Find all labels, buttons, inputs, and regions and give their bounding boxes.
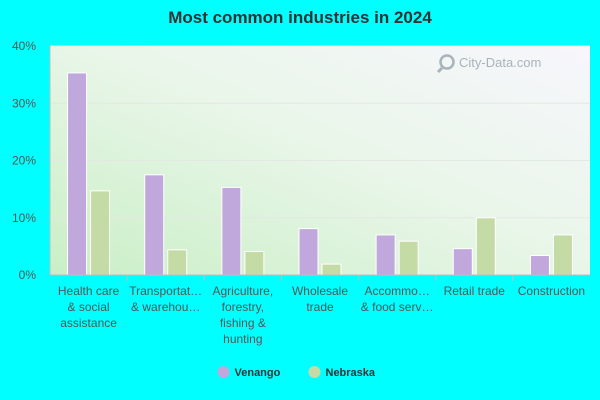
chart-title: Most common industries in 2024: [168, 8, 432, 27]
x-tick-label: & social: [68, 300, 110, 314]
x-tick-label: Wholesale: [292, 284, 348, 298]
bar-nebraska[interactable]: [244, 251, 265, 276]
x-tick-label: Agriculture,: [213, 284, 274, 298]
x-tick-label: Transportat…: [129, 284, 202, 298]
bar-nebraska[interactable]: [552, 234, 573, 276]
x-tick-label: forestry,: [222, 300, 264, 314]
bar-nebraska[interactable]: [90, 190, 111, 276]
bar-venango[interactable]: [375, 234, 396, 276]
y-tick-label: 40%: [12, 39, 36, 53]
x-tick-label: Accommo…: [364, 284, 429, 298]
x-tick-label: fishing &: [220, 316, 266, 330]
x-tick-label: & food serv…: [361, 300, 434, 314]
bar-venango[interactable]: [67, 72, 88, 276]
magnifier-icon: [436, 54, 455, 74]
x-tick-label: trade: [306, 300, 334, 314]
legend-swatch: [217, 366, 230, 378]
y-tick-label: 0%: [19, 268, 37, 282]
y-tick-label: 20%: [12, 154, 36, 168]
watermark-text: City-Data.com: [459, 55, 541, 70]
legend-swatch: [308, 366, 321, 378]
legend-item[interactable]: Venango: [217, 366, 281, 379]
legend-item[interactable]: Nebraska: [308, 366, 376, 379]
x-tick-label: Retail trade: [444, 284, 506, 298]
legend-label: Venango: [235, 367, 281, 379]
bar-nebraska[interactable]: [475, 217, 496, 276]
x-tick-label: Construction: [518, 284, 585, 298]
bar-venango[interactable]: [452, 248, 473, 276]
bar-venango[interactable]: [529, 255, 550, 276]
y-tick-label: 10%: [12, 211, 36, 225]
bar-venango[interactable]: [221, 186, 242, 276]
x-tick-label: & warehou…: [131, 300, 200, 314]
bar-nebraska[interactable]: [398, 240, 419, 276]
bar-nebraska[interactable]: [321, 263, 342, 276]
bar-venango[interactable]: [144, 174, 165, 276]
bar-nebraska[interactable]: [167, 249, 188, 276]
x-tick-label: assistance: [60, 316, 117, 330]
y-tick-label: 30%: [12, 96, 36, 110]
x-tick-label: Health care: [58, 284, 120, 298]
legend-label: Nebraska: [326, 367, 376, 379]
x-tick-label: hunting: [223, 332, 262, 346]
watermark: City-Data.com: [436, 54, 541, 74]
bar-venango[interactable]: [298, 228, 319, 276]
